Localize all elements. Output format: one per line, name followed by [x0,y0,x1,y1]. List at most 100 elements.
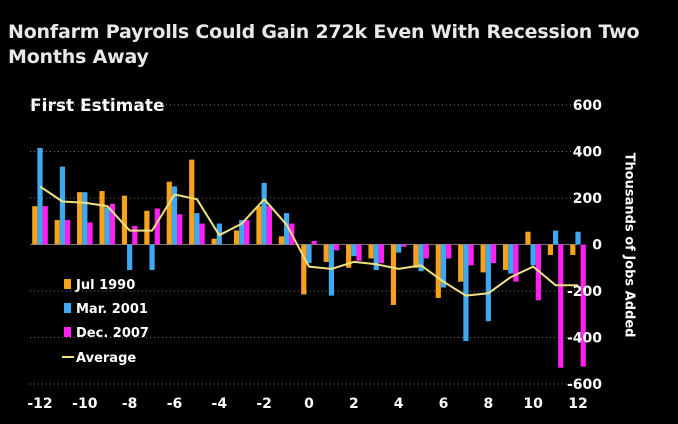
bar-dec-2007 [423,244,429,259]
legend-swatch-dec-2007 [64,327,71,337]
x-tick-label: -2 [256,396,272,412]
bar-dec-2007 [42,206,48,245]
bar-jul-1990 [413,244,419,268]
bar-dec-2007 [401,244,407,247]
bar-dec-2007 [356,244,362,261]
y-tick-label: 600 [573,98,602,114]
bar-dec-2007 [132,225,138,245]
bars [32,148,586,368]
bar-mar-2001 [485,244,491,322]
legend-label-jul-1990: Jul 1990 [75,278,135,293]
bar-mar-2001 [440,244,447,288]
bar-jul-1990 [144,210,150,245]
bar-mar-2001 [351,244,357,257]
y-axis-label: Thousands of Jobs Added [622,153,637,338]
bar-mar-2001 [463,244,469,341]
bar-jul-1990 [502,244,509,271]
bar-jul-1990 [323,244,329,262]
bar-jul-1990 [435,244,441,298]
bar-dec-2007 [334,244,340,251]
bar-mar-2001 [171,186,178,245]
y-tick-label: -600 [567,377,602,393]
bar-dec-2007 [468,244,474,266]
bar-jul-1990 [480,244,486,273]
bar-dec-2007 [311,241,317,245]
y-tick-labels: 600 400 200 0 -200 -400 -600 [567,98,602,393]
bar-jul-1990 [525,231,531,245]
bar-dec-2007 [580,244,586,367]
bar-mar-2001 [418,244,424,272]
bar-mar-2001 [575,231,581,245]
bar-dec-2007 [65,220,71,245]
bar-mar-2001 [373,244,379,271]
bar-dec-2007 [244,220,250,245]
bar-mar-2001 [82,192,88,245]
x-tick-label: 10 [523,396,543,412]
x-tick-label: -4 [212,396,228,412]
bar-jul-1990 [189,159,195,245]
average-line-layer [39,185,578,297]
bar-mar-2001 [552,230,559,245]
y-tick-label: -400 [567,331,602,347]
bar-jul-1990 [166,181,172,245]
bar-dec-2007 [154,208,160,245]
chart-title: Nonfarm Payrolls Could Gain 272k Even Wi… [8,21,640,68]
bar-jul-1990 [54,220,60,245]
bar-jul-1990 [121,195,128,245]
bar-dec-2007 [558,244,564,368]
bar-mar-2001 [149,244,155,271]
bar-dec-2007 [490,244,497,264]
bar-mar-2001 [59,166,66,245]
x-tick-label: -8 [122,396,138,412]
bar-mar-2001 [261,182,267,245]
legend-label-mar-2001: Mar. 2001 [76,302,148,317]
bar-jul-1990 [233,230,240,245]
bar-jul-1990 [32,206,38,245]
x-tick-label: 0 [304,396,314,412]
bar-mar-2001 [127,244,133,271]
bar-jul-1990 [458,244,464,282]
legend-swatch-mar-2001 [64,303,71,313]
legend-label-dec-2007: Dec. 2007 [76,326,149,341]
bar-mar-2001 [283,213,290,245]
bar-dec-2007 [177,214,183,245]
x-tick-label: 8 [483,396,493,412]
y-tick-label: -200 [567,284,602,300]
legend: Jul 1990 Mar. 2001 Dec. 2007 Average [62,278,149,366]
average-line [39,185,578,297]
chart-subtitle: First Estimate [30,96,165,116]
bar-mar-2001 [328,244,335,296]
x-tick-label: 4 [394,396,404,412]
y-tick-label: 400 [573,145,602,161]
bar-dec-2007 [446,244,452,259]
x-tick-labels: -12 -10 -8 -6 -4 -2 0 2 4 6 8 10 12 [27,396,587,412]
x-tick-label: 2 [349,396,359,412]
bar-jul-1990 [99,191,105,245]
bar-mar-2001 [239,220,245,245]
bar-dec-2007 [109,203,116,245]
bar-mar-2001 [37,148,43,245]
x-tick-label: 6 [439,396,449,412]
bar-jul-1990 [346,244,352,268]
bar-mar-2001 [306,244,312,264]
bar-mar-2001 [508,244,514,274]
bar-jul-1990 [77,192,83,245]
bar-dec-2007 [378,244,385,264]
y-tick-label: 200 [573,191,602,207]
legend-label-average: Average [76,351,136,366]
bar-jul-1990 [368,244,374,259]
bar-jul-1990 [390,244,397,305]
bar-mar-2001 [104,207,110,245]
bar-jul-1990 [301,244,307,295]
bar-jul-1990 [278,236,284,245]
y-tick-label: 0 [592,238,602,254]
bar-dec-2007 [513,244,519,282]
bar-mar-2001 [194,213,200,245]
bar-jul-1990 [547,244,553,255]
legend-swatch-jul-1990 [64,279,71,289]
x-tick-label: -10 [72,396,98,412]
bar-dec-2007 [535,244,541,301]
bar-mar-2001 [396,244,402,253]
bar-dec-2007 [266,206,272,245]
